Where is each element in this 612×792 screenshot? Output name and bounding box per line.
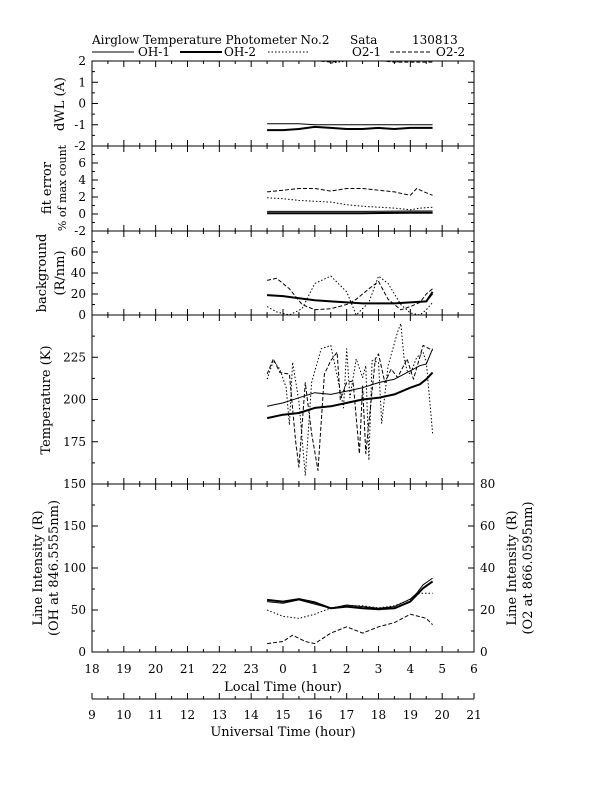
local-tick-label: 4 <box>407 662 415 676</box>
ut-tick-label: 15 <box>275 708 290 722</box>
ylabel-int: Line Intensity (R) <box>31 510 46 625</box>
y-tick-label-bg: 0 <box>78 308 86 322</box>
y-tick-label-int: 0 <box>78 645 86 659</box>
series-oh1-int <box>267 577 433 609</box>
y-tick-label-int: 100 <box>63 561 86 575</box>
local-tick-label: 5 <box>438 662 446 676</box>
local-tick-label: 1 <box>311 662 319 676</box>
local-tick-label: 22 <box>212 662 227 676</box>
ylabel-temp: Temperature (K) <box>39 345 54 454</box>
y-tick-label-bg: 20 <box>71 287 86 301</box>
y-tick-label-bg: 40 <box>71 266 86 280</box>
series-oh2-int <box>266 580 434 611</box>
legend-label-o22: O2-2 <box>436 45 465 59</box>
series-oh2-bg <box>267 291 434 305</box>
xlabel-local: Local Time (hour) <box>224 680 342 695</box>
y-tick-label-right-int: 40 <box>480 561 495 575</box>
date-label: 130813 <box>412 33 458 47</box>
series-o22-fit <box>267 188 433 196</box>
y-tick-label-dwl: -2 <box>74 139 86 153</box>
y-tick-label-fit: 0 <box>78 207 86 221</box>
panel-int-frame <box>91 483 475 653</box>
y-tick-label-dwl: 2 <box>78 54 86 68</box>
local-tick-label: 0 <box>279 662 287 676</box>
ylabel-fit-2: % of max count <box>56 144 69 231</box>
y-tick-label-temp: 175 <box>63 435 86 449</box>
figure-header: Airglow Temperature Photometer No.2 Sata… <box>91 33 458 47</box>
legend: OH-1 OH-2 O2-1 O2-2 <box>92 45 465 59</box>
ylabel-bg: background <box>35 234 50 313</box>
series-o21-bg <box>266 275 433 315</box>
series-oh1-dwl <box>267 123 433 126</box>
legend-label-o21: O2-1 <box>352 45 381 59</box>
y-tick-label-dwl: 0 <box>78 97 86 111</box>
y-tick-label-temp: 150 <box>63 477 86 491</box>
tick-layer: 18 19 20 21 22 23 0 1 2 3 4 5 69 10 11 12 13 14 15 16 17 18 19… <box>63 54 495 722</box>
y-tick-label-int: 150 <box>63 519 86 533</box>
station-label: Sata <box>350 33 377 47</box>
local-tick-label: 6 <box>470 662 478 676</box>
ylabel-bg-2: (R/nm) <box>53 250 68 295</box>
local-tick-label: 23 <box>244 662 259 676</box>
series-o22-int <box>267 613 433 645</box>
ylabel-int-2: (OH at 846.5555nm) <box>47 500 62 636</box>
series-oh2-temp <box>266 371 434 420</box>
y-tick-label-right-int: 60 <box>480 519 495 533</box>
y-tick-label-dwl: 1 <box>78 75 86 89</box>
local-tick-label: 2 <box>343 662 351 676</box>
y-tick-label-fit: 4 <box>78 173 86 187</box>
ut-tick-label: 16 <box>307 708 322 722</box>
xlabel-ut: Universal Time (hour) <box>210 725 355 740</box>
legend-label-oh1: OH-1 <box>138 45 170 59</box>
ut-tick-label: 12 <box>180 708 195 722</box>
series-oh2-fit <box>267 211 433 215</box>
ut-tick-label: 18 <box>371 708 386 722</box>
y-tick-label-fit: -2 <box>74 224 86 238</box>
ut-tick-label: 17 <box>339 708 354 722</box>
ut-tick-label: 11 <box>148 708 163 722</box>
ylabel-int-right-2: (O2 at 866.0595nm) <box>521 501 536 634</box>
ylabel-int-right: Line Intensity (R) <box>505 510 520 625</box>
ut-tick-label: 10 <box>116 708 131 722</box>
local-tick-label: 20 <box>148 662 163 676</box>
ut-tick-label: 13 <box>212 708 227 722</box>
series-layer <box>266 61 434 645</box>
ut-tick-label: 9 <box>88 708 96 722</box>
ut-tick-label: 21 <box>466 708 481 722</box>
series-o21-fit <box>267 197 433 211</box>
y-tick-label-int: 50 <box>71 603 86 617</box>
ylabel-fit: fit error <box>40 161 55 214</box>
figure-title: Airglow Temperature Photometer No.2 <box>91 33 330 47</box>
y-tick-label-right-int: 0 <box>480 645 488 659</box>
ut-tick-label: 19 <box>403 708 418 722</box>
y-axis-labels: dWL (A) fit error % of max count backgro… <box>31 77 536 636</box>
series-oh2-dwl <box>267 125 433 132</box>
y-tick-label-temp: 225 <box>63 350 86 364</box>
y-tick-label-fit: 2 <box>78 190 86 204</box>
series-o22-bg <box>266 277 433 311</box>
ylabel-dwl: dWL (A) <box>53 77 68 131</box>
series-o21-temp <box>266 323 434 477</box>
local-tick-label: 19 <box>116 662 131 676</box>
panel-temp-frame <box>91 314 475 485</box>
y-tick-label-bg: 60 <box>71 245 86 259</box>
y-tick-label-fit: 6 <box>78 156 86 170</box>
local-tick-label: 18 <box>84 662 99 676</box>
ut-tick-label: 20 <box>435 708 450 722</box>
y-tick-label-dwl: -1 <box>74 118 86 132</box>
y-tick-label-right-int: 80 <box>480 477 495 491</box>
legend-label-oh2: OH-2 <box>224 45 256 59</box>
local-tick-label: 3 <box>375 662 383 676</box>
y-tick-label-temp: 200 <box>63 393 86 407</box>
local-tick-label: 21 <box>180 662 195 676</box>
y-tick-label-right-int: 20 <box>480 603 495 617</box>
series-o22-dwl <box>314 61 433 63</box>
panel-dwl-frame <box>91 60 475 147</box>
series-o22-temp <box>266 344 433 471</box>
ut-tick-label: 14 <box>244 708 260 722</box>
